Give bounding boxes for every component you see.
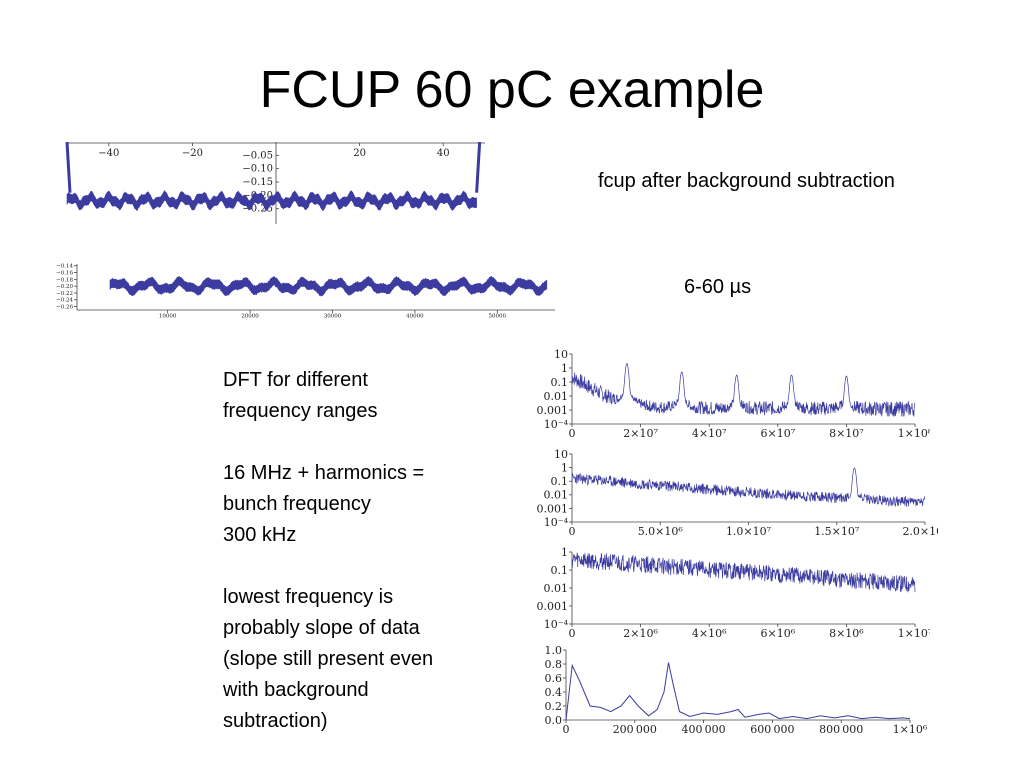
dft-0-1e8-plot: 0 2×10⁷ 4×10⁷ 6×10⁷ 8×10⁷ 1×10⁸ 10⁻⁴0.0010.010…	[537, 348, 931, 440]
note-line: bunch frequency	[223, 493, 371, 515]
x-tick-label: −40	[98, 148, 119, 159]
signal-band	[66, 190, 477, 212]
note-bunch-frequency: 16 MHz + harmonics = bunch frequency 300…	[223, 458, 493, 551]
spectrum-line	[571, 363, 916, 417]
x-tick-label: 10000	[159, 314, 177, 320]
x-tick-label: 1.0×10⁷	[726, 525, 772, 538]
spectrum-line	[571, 552, 916, 593]
dft-0-1e6-plot: 0 200 000 400 000 600 000 800 000 1×10⁶ 0.00.2…	[545, 646, 928, 736]
note-line: 16 MHz + harmonics =	[223, 462, 425, 484]
x-tick-label: 1×10⁸	[898, 427, 930, 440]
y-tick-label: 0.1	[551, 564, 569, 577]
note-line: lowest frequency is	[223, 586, 394, 608]
y-tick-label: 10⁻⁴	[544, 618, 569, 631]
y-tick-label: 0.001	[537, 502, 569, 515]
x-tick-label: 1×10⁷	[898, 627, 930, 640]
slide-title: FCUP 60 pC example	[259, 61, 765, 119]
y-tick-label: −0.05	[242, 150, 273, 161]
note-dft: DFT for different frequency ranges	[223, 365, 493, 427]
x-tick-label: 5.0×10⁶	[638, 525, 684, 538]
y-tick-label: 0.1	[551, 475, 569, 488]
x-tick-label: 50000	[489, 314, 507, 320]
note-lowest-frequency: lowest frequency is probably slope of da…	[223, 582, 493, 737]
y-tick-label: −0.18	[56, 277, 73, 283]
y-tick-label: 10	[554, 348, 568, 361]
y-tick-label: −0.24	[56, 298, 73, 304]
y-tick-label: 1.0	[545, 646, 563, 657]
x-tick-label: 0	[569, 627, 576, 640]
signal-edge-start	[65, 142, 72, 193]
x-tick-label: 6×10⁶	[760, 627, 795, 640]
y-tick-label: 0.001	[537, 404, 569, 417]
x-tick-label: 800 000	[819, 723, 863, 736]
y-tick-label: 10⁻⁴	[544, 418, 569, 431]
note-line: (slope still present even	[223, 648, 434, 670]
x-tick-label: 20000	[241, 314, 259, 320]
x-tick-label: 20	[353, 148, 366, 159]
y-tick-label: −0.20	[56, 284, 73, 290]
y-tick-label: 0.01	[544, 582, 569, 595]
x-tick-label: 2×10⁷	[623, 427, 658, 440]
x-tick-label: −20	[182, 148, 203, 159]
y-tick-label: 10	[554, 448, 568, 461]
note-line: DFT for different	[223, 369, 368, 391]
y-tick-label: 1	[561, 461, 568, 474]
x-tick-label: 0	[563, 723, 570, 736]
y-tick-label: −0.14	[56, 264, 73, 270]
y-tick-label: −0.15	[242, 177, 273, 188]
x-tick-label: 1.5×10⁷	[814, 525, 860, 538]
note-line: probably slope of data	[223, 617, 420, 639]
x-tick-label: 0	[569, 427, 576, 440]
y-tick-label: 0.4	[545, 686, 563, 699]
x-tick-label: 8×10⁶	[829, 627, 864, 640]
y-tick-label: 10⁻⁴	[544, 516, 569, 529]
note-line: subtraction)	[223, 710, 328, 732]
y-tick-label: −0.22	[56, 291, 73, 297]
x-tick-label: 6×10⁷	[760, 427, 795, 440]
signal-edge-end	[475, 142, 482, 193]
x-tick-label: 8×10⁷	[829, 427, 864, 440]
dft-0-1e7-plot: 0 2×10⁶ 4×10⁶ 6×10⁶ 8×10⁶ 1×10⁷ 10⁻⁴ 0.001 0.01 0…	[537, 546, 931, 640]
y-tick-label: 1	[561, 546, 568, 559]
notes-block: DFT for different frequency ranges 16 MH…	[223, 365, 493, 768]
y-tick-label: 0.6	[545, 672, 563, 685]
y-tick-label: 0.2	[545, 700, 563, 713]
caption-time-range: 6-60 µs	[684, 276, 752, 298]
x-tick-label: 4×10⁶	[692, 627, 727, 640]
note-line: with background	[223, 679, 369, 701]
x-tick-label: 0	[569, 525, 576, 538]
signal-band	[109, 275, 548, 297]
x-tick-label: 2×10⁶	[623, 627, 658, 640]
caption-background-subtraction: fcup after background subtraction	[598, 170, 895, 192]
spectrum-line	[565, 662, 911, 721]
y-tick-label: −0.25	[242, 204, 273, 215]
note-line: 300 kHz	[223, 524, 297, 546]
x-tick-label: 30000	[324, 314, 342, 320]
y-tick-label: 0.1	[551, 376, 569, 389]
y-tick-label: 0.0	[545, 714, 563, 727]
y-tick-label: −0.16	[56, 270, 73, 276]
x-tick-label: 400 000	[681, 723, 725, 736]
x-tick-label: 1×10⁶	[893, 723, 928, 736]
note-line: frequency ranges	[223, 400, 378, 422]
x-tick-label: 4×10⁷	[692, 427, 727, 440]
dft-0-2e7-plot: 05.0×10⁶1.0×10⁷1.5×10⁷2.0×10⁷10⁻⁴0.0010.…	[537, 448, 939, 538]
y-tick-label: 1	[561, 362, 568, 375]
x-tick-label: 200 000	[613, 723, 657, 736]
spectrum-line	[571, 467, 926, 507]
x-tick-label: 40000	[406, 314, 424, 320]
y-tick-label: 0.8	[545, 658, 563, 671]
x-tick-label: 40	[437, 148, 450, 159]
fcup-6-60us-plot: 10000 20000 30000 40000 50000 −0.14−0.16−0.18…	[56, 264, 555, 320]
y-tick-label: 0.001	[537, 600, 569, 613]
y-tick-label: −0.26	[56, 305, 73, 311]
y-tick-label: 0.01	[544, 390, 569, 403]
x-tick-label: 2.0×10⁷	[902, 525, 938, 538]
y-tick-label: −0.10	[242, 164, 273, 175]
y-tick-label: 0.01	[544, 489, 569, 502]
x-tick-label: 600 000	[750, 723, 794, 736]
